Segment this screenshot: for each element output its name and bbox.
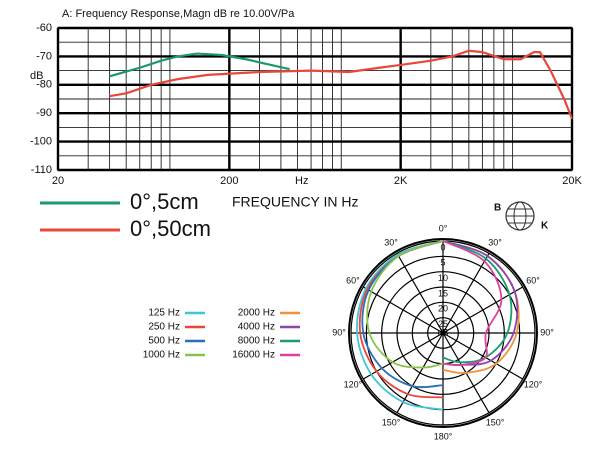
y-tick-label: -80 (36, 79, 52, 91)
plot-frame (57, 27, 573, 171)
y-tick-label: -100 (30, 136, 52, 148)
legend-label: 125 Hz (148, 308, 180, 319)
radial-line (442, 253, 490, 334)
polar-line (442, 240, 519, 366)
theta-tick-label: 90° (332, 327, 346, 337)
legend-label: 0°,50cm (130, 216, 211, 241)
annotation: FREQUENCY IN Hz (232, 194, 359, 210)
logo-right: K (541, 221, 549, 232)
legend-label: 1000 Hz (143, 350, 180, 361)
theta-tick-label: 60° (346, 275, 360, 285)
radial-line (363, 286, 444, 334)
theta-tick-label: 180° (434, 431, 453, 441)
y-axis-label: dB (30, 70, 43, 82)
x-tick-label: 2K (394, 175, 408, 187)
legend-label: 500 Hz (148, 336, 180, 347)
radial-line (363, 332, 444, 380)
theta-tick-label: 30° (488, 237, 502, 247)
series-line (109, 52, 290, 78)
radial-line (442, 332, 523, 380)
radial-line (396, 253, 444, 334)
chart-title: A: Frequency Response,Magn dB re 10.00V/… (62, 8, 295, 20)
theta-tick-label: 30° (384, 237, 398, 247)
legend-label: 4000 Hz (238, 322, 275, 333)
theta-tick-label: 90° (540, 327, 554, 337)
theta-tick-label: 60° (526, 275, 540, 285)
polar-line (356, 240, 444, 411)
theta-tick-label: 120° (344, 379, 363, 389)
x-tick-label: 200 (220, 175, 238, 187)
polar-line (366, 240, 444, 369)
theta-tick-label: 150° (382, 417, 401, 427)
logo-left: B (494, 203, 501, 214)
polar-line (442, 240, 503, 367)
y-tick-label: -110 (31, 164, 52, 176)
x-tick-label: 20K (562, 175, 582, 187)
y-tick-label: -70 (36, 50, 52, 62)
series-line (109, 49, 574, 120)
legend-label: 0°,5cm (130, 189, 199, 214)
y-tick-label: -90 (36, 107, 52, 119)
logo: B K (494, 201, 549, 232)
legend-label: 2000 Hz (238, 308, 275, 319)
legend-label: 250 Hz (148, 322, 180, 333)
theta-tick-label: 120° (524, 379, 543, 389)
y-tick-label: -60 (36, 22, 52, 34)
x-axis-label: Hz (295, 175, 308, 187)
theta-tick-label: 150° (486, 417, 505, 427)
polar-frame (348, 238, 538, 428)
legend-label: 16000 Hz (232, 350, 275, 361)
theta-tick-label: 0° (439, 223, 448, 233)
radial-line (396, 332, 444, 413)
legend-label: 8000 Hz (238, 336, 275, 347)
x-tick-label: 20 (52, 175, 64, 187)
polar-line (442, 240, 513, 364)
